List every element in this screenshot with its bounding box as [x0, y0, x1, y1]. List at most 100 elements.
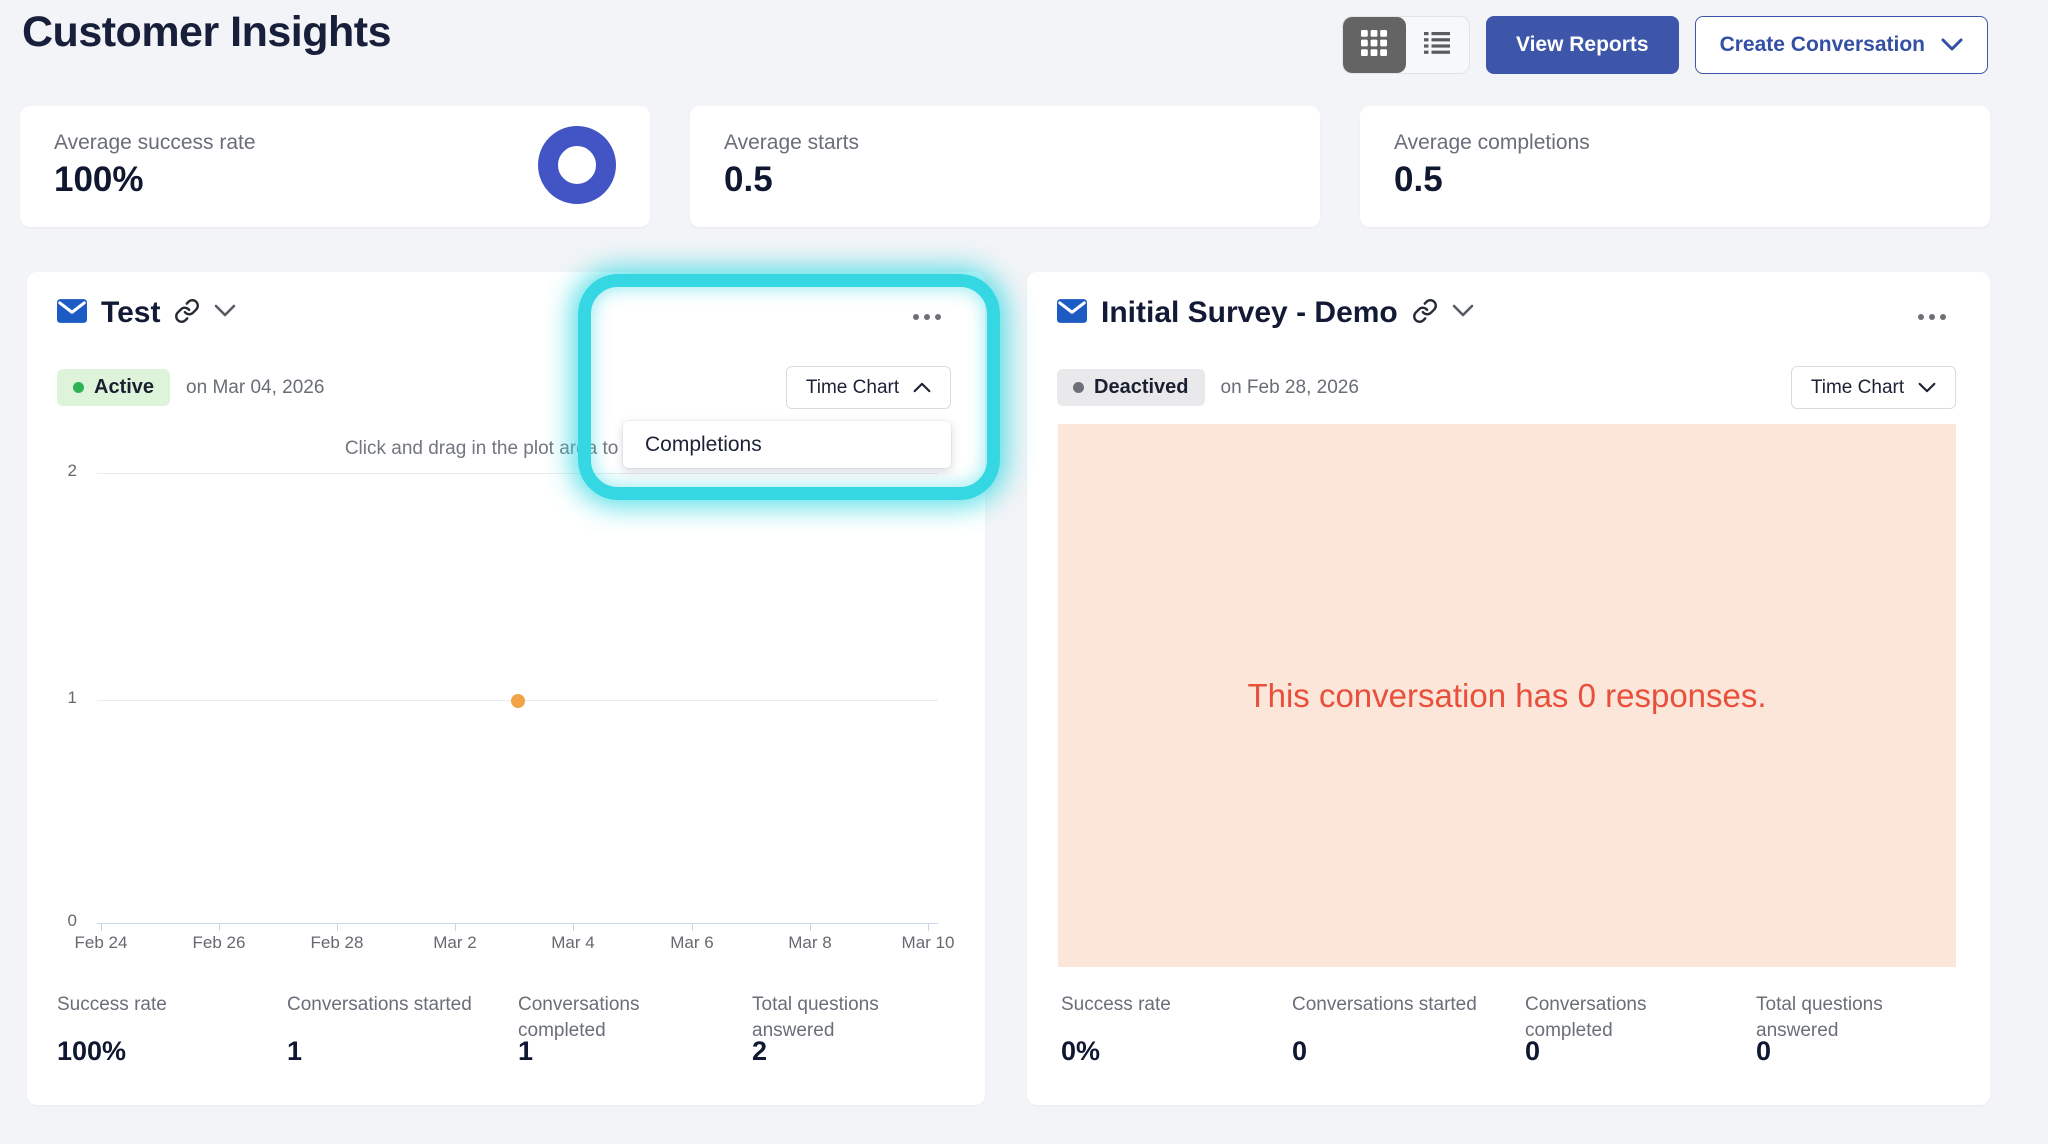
x-axis-tick: [692, 924, 693, 931]
x-axis-tick: [928, 924, 929, 931]
status-badge: Deactived: [1057, 369, 1205, 406]
link-icon[interactable]: [1412, 298, 1438, 329]
success-rate-donut-chart: [538, 126, 616, 204]
conversation-stats: Success rate 100% Conversations started …: [27, 992, 985, 1102]
stat-value: 0: [1756, 1036, 1772, 1066]
stat-value: 0: [1525, 1036, 1541, 1066]
status-date: on Feb 28, 2026: [1220, 376, 1359, 398]
header-controls: View Reports Create Conversation: [1341, 16, 1988, 74]
create-conversation-button[interactable]: Create Conversation: [1694, 16, 1988, 74]
link-icon[interactable]: [174, 298, 200, 329]
summary-label: Average completions: [1394, 131, 1590, 154]
chevron-down-icon: [1941, 33, 1963, 57]
time-chart-label: Time Chart: [805, 376, 900, 398]
status-label: Active: [94, 376, 155, 398]
time-chart-label: Time Chart: [1810, 376, 1905, 398]
conversation-card-initial-survey-demo: Initial Survey - Demo Deactived on Feb 2…: [1027, 272, 1990, 1105]
chevron-down-icon: [1918, 377, 1936, 399]
stat-conversations-started: Conversations started 0: [1292, 992, 1482, 1066]
chevron-up-icon: [913, 377, 931, 399]
stat-value: 2: [752, 1036, 768, 1066]
view-reports-button[interactable]: View Reports: [1485, 16, 1679, 74]
grid-view-icon: [1361, 29, 1388, 61]
grid-view-toggle[interactable]: [1342, 17, 1406, 73]
stat-label: Conversations started: [1292, 994, 1477, 1015]
summary-value: 100%: [54, 160, 144, 199]
y-tick-label: 0: [67, 911, 77, 930]
list-view-icon: [1424, 31, 1451, 59]
conversation-cards-row: Test Active on Mar 04, 2026 Time Chart: [27, 272, 1990, 1105]
stat-label: Conversations completed: [518, 994, 640, 1041]
chevron-down-icon[interactable]: [214, 304, 236, 322]
x-axis-tick: [455, 924, 456, 931]
list-view-toggle[interactable]: [1406, 17, 1469, 73]
stat-conversations-started: Conversations started 1: [287, 992, 477, 1066]
stat-value: 1: [518, 1036, 534, 1066]
stat-total-questions-answered: Total questions answered 0: [1756, 992, 1946, 1066]
x-axis-tick: [810, 924, 811, 931]
summary-label: Average starts: [724, 131, 860, 154]
summary-value: 0.5: [724, 160, 773, 199]
status-badge: Active: [57, 369, 171, 406]
conversation-header: Test: [57, 296, 236, 330]
conversation-title[interactable]: Test: [101, 296, 161, 329]
chart-zoom-hint: Click and drag in the plot area to zoom …: [344, 438, 691, 459]
envelope-icon: [57, 298, 87, 328]
x-axis-tick: [101, 924, 102, 931]
stat-conversations-completed: Conversations completed 0: [1525, 992, 1715, 1066]
envelope-icon: [1057, 298, 1087, 328]
status-row: Deactived on Feb 28, 2026: [1057, 369, 1359, 406]
stat-label: Conversations completed: [1525, 994, 1647, 1041]
summary-card-average-starts: Average starts 0.5: [690, 106, 1320, 227]
x-tick-label: Mar 6: [670, 933, 714, 952]
summary-cards-row: Average success rate 100% Average starts…: [20, 106, 1990, 227]
x-tick-label: Mar 2: [433, 933, 477, 952]
stat-label: Conversations started: [287, 994, 472, 1015]
x-axis-tick: [219, 924, 220, 931]
chevron-down-icon[interactable]: [1452, 304, 1474, 322]
summary-card-average-completions: Average completions 0.5: [1360, 106, 1990, 227]
x-tick-label: Mar 4: [551, 933, 595, 952]
status-row: Active on Mar 04, 2026: [57, 369, 324, 406]
x-tick-label: Mar 8: [788, 933, 832, 952]
stat-success-rate: Success rate 0%: [1061, 992, 1251, 1066]
time-chart-dropdown[interactable]: Time Chart: [1791, 366, 1956, 409]
x-axis-tick: [337, 924, 338, 931]
status-dot-icon: [1073, 382, 1084, 393]
stat-label: Success rate: [1061, 994, 1171, 1015]
page-title: Customer Insights: [22, 8, 392, 56]
stat-label: Total questions answered: [1756, 994, 1883, 1041]
summary-card-success-rate: Average success rate 100%: [20, 106, 650, 227]
stat-conversations-completed: Conversations completed 1: [518, 992, 708, 1066]
empty-state-message: This conversation has 0 responses.: [1247, 676, 1767, 714]
x-tick-label: Mar 10: [901, 933, 955, 952]
status-dot-icon: [73, 382, 84, 393]
stat-label: Success rate: [57, 994, 167, 1015]
conversation-header: Initial Survey - Demo: [1057, 296, 1474, 330]
stat-value: 100%: [57, 1036, 127, 1066]
conversation-stats: Success rate 0% Conversations started 0 …: [1027, 992, 1990, 1102]
empty-state-panel: This conversation has 0 responses.: [1058, 424, 1956, 967]
x-tick-label: Feb 26: [192, 933, 246, 952]
menu-item-completions[interactable]: Completions: [645, 432, 762, 456]
stat-value: 0: [1292, 1036, 1308, 1066]
gridline-y2: [97, 473, 938, 474]
summary-value: 0.5: [1394, 160, 1443, 199]
time-chart-dropdown[interactable]: Time Chart: [786, 366, 951, 409]
conversation-title[interactable]: Initial Survey - Demo: [1101, 296, 1398, 329]
kebab-menu-icon[interactable]: [913, 314, 941, 320]
status-date: on Mar 04, 2026: [186, 376, 325, 398]
x-axis-line: [97, 923, 938, 924]
status-label: Deactived: [1094, 376, 1189, 398]
summary-label: Average success rate: [54, 131, 256, 154]
x-tick-label: Feb 28: [310, 933, 364, 952]
x-axis-tick: [573, 924, 574, 931]
create-conversation-label: Create Conversation: [1719, 33, 1925, 56]
chart-data-point[interactable]: [511, 694, 525, 708]
view-mode-toggle: [1341, 16, 1470, 74]
y-tick-label: 1: [67, 688, 77, 707]
stat-total-questions-answered: Total questions answered 2: [752, 992, 942, 1066]
stat-label: Total questions answered: [752, 994, 879, 1041]
x-tick-label: Feb 24: [74, 933, 128, 952]
kebab-menu-icon[interactable]: [1918, 314, 1946, 320]
